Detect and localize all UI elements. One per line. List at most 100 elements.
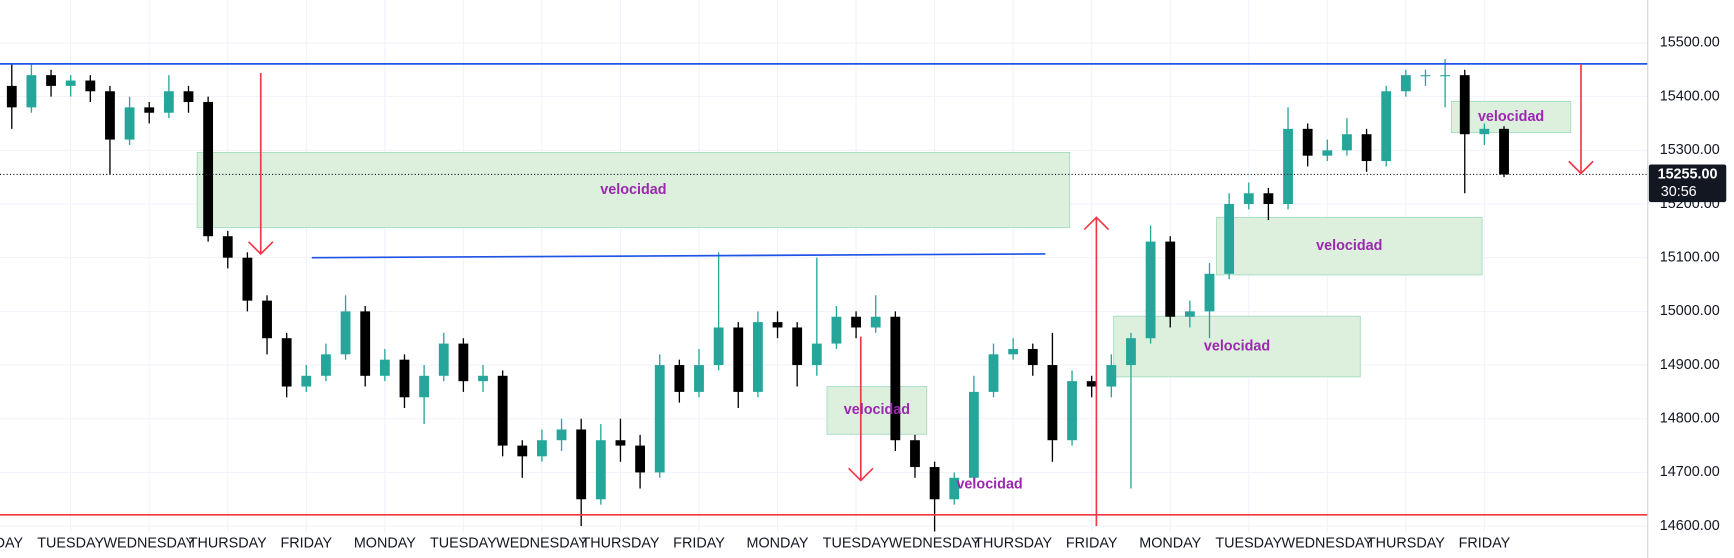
candle-body [438,343,449,376]
y-tick-label: 14700.00 [1660,464,1720,480]
x-tick-label: TUESDAY [430,535,497,551]
candle-body [733,327,744,392]
candle-body [968,391,979,478]
candle-body [65,80,76,86]
velocity-zone [1450,101,1572,134]
candle-body [694,365,704,392]
candle-body [890,316,901,441]
candle-body [537,440,547,457]
candle-body [1047,365,1058,441]
candle-body [281,338,292,387]
x-tick-label: WEDNESDAY [496,535,588,551]
candle-body [752,322,763,392]
candle-body [1086,381,1097,387]
zone-label: velocidad [844,402,910,418]
trend-line [311,253,1046,259]
candle-body [1263,193,1274,205]
arrow-head [848,467,874,482]
candle-body [910,440,920,468]
candle-body [1381,91,1392,162]
annotation-label: velocidad [956,477,1022,493]
candle-body [1342,134,1352,151]
arrow-head [1083,216,1110,231]
arrow-head [247,241,274,256]
x-tick-label: FRIDAY [280,535,332,551]
x-tick-label: THURSDAY [974,535,1052,551]
last-price-label: 15255.00 [1658,166,1718,182]
candle-body [1302,128,1313,156]
x-tick-label: TUESDAY [37,535,104,551]
zone-label: velocidad [600,182,666,198]
candle-body [576,429,587,500]
candle-body [497,375,508,446]
candle-body [654,365,665,473]
x-tick-label: WEDNESDAY [103,535,195,551]
velocity-zone [1216,216,1483,276]
x-tick-label: FRIDAY [1066,535,1118,551]
candle-body [1400,75,1411,92]
candle-body [340,311,351,355]
candle-body [144,107,155,113]
candle-body [615,440,626,446]
y-tick-label: 15400.00 [1660,88,1720,104]
candle-body [831,316,842,344]
x-tick-label: THURSDAY [581,535,659,551]
candle-body [772,322,783,328]
y-tick-label: 15000.00 [1660,303,1720,319]
velocity-zone [826,386,928,435]
candle-body [713,327,724,366]
zone-label: velocidad [1204,338,1270,354]
candle-body [1067,381,1077,441]
candle-body [635,445,645,473]
candle-body [1204,273,1215,312]
x-tick-label: WEDNESDAY [1282,535,1374,551]
x-tick-label: TUESDAY [823,535,890,551]
x-tick-label: WEDNESDAY [889,535,981,551]
countdown: 30:56 [1661,184,1697,200]
candle-body [301,375,312,387]
candle-body [478,375,488,382]
candle-body [1126,338,1136,366]
x-tick-label: MONDAY [1139,535,1201,551]
candle-body [222,236,233,258]
zone-label: velocidad [1316,238,1382,254]
candle-body [321,354,331,376]
candle-body [124,107,135,140]
axes: 14600.00 14700.00 14800.00 14900.00 15000.00… [0,35,1727,551]
candle-body [46,75,56,86]
candle-body [556,429,567,441]
x-tick-label: MONDAY [354,535,416,551]
plot-area: velocidad velocidad velocidad velocidad velo… [0,59,1648,532]
x-tick-label: FRIDAY [673,535,725,551]
y-tick-label: 15300.00 [1660,142,1720,158]
candle-body [26,75,37,108]
x-tick-label: FRIDAY [1459,535,1511,551]
candle-body [1184,311,1195,317]
candle-body [203,102,214,237]
candle-body [1479,128,1490,135]
x-tick-label: TUESDAY [1215,535,1282,551]
y-tick-label: 14600.00 [1660,518,1720,534]
candle-body [1027,348,1038,366]
candle-body [1106,365,1117,387]
candle-body [1283,128,1293,205]
candle-body [929,467,940,500]
candle-body [1459,75,1470,135]
candle-body [988,354,999,392]
candle-body [851,316,861,328]
x-tick-label: MONDAY [747,535,809,551]
y-tick-label: 15100.00 [1660,249,1720,265]
candle-body [1440,75,1451,77]
x-tick-label: THURSDAY [1367,535,1445,551]
candle-body [379,359,390,376]
candle-body [419,375,430,398]
zone-label: velocidad [1478,109,1544,125]
last-price-box [1648,164,1727,203]
candle-body [1165,241,1176,317]
candle-body [360,311,371,376]
candle-body [674,365,685,392]
candle-body [399,359,410,398]
candle-body [458,343,469,382]
candle-body [595,440,606,500]
